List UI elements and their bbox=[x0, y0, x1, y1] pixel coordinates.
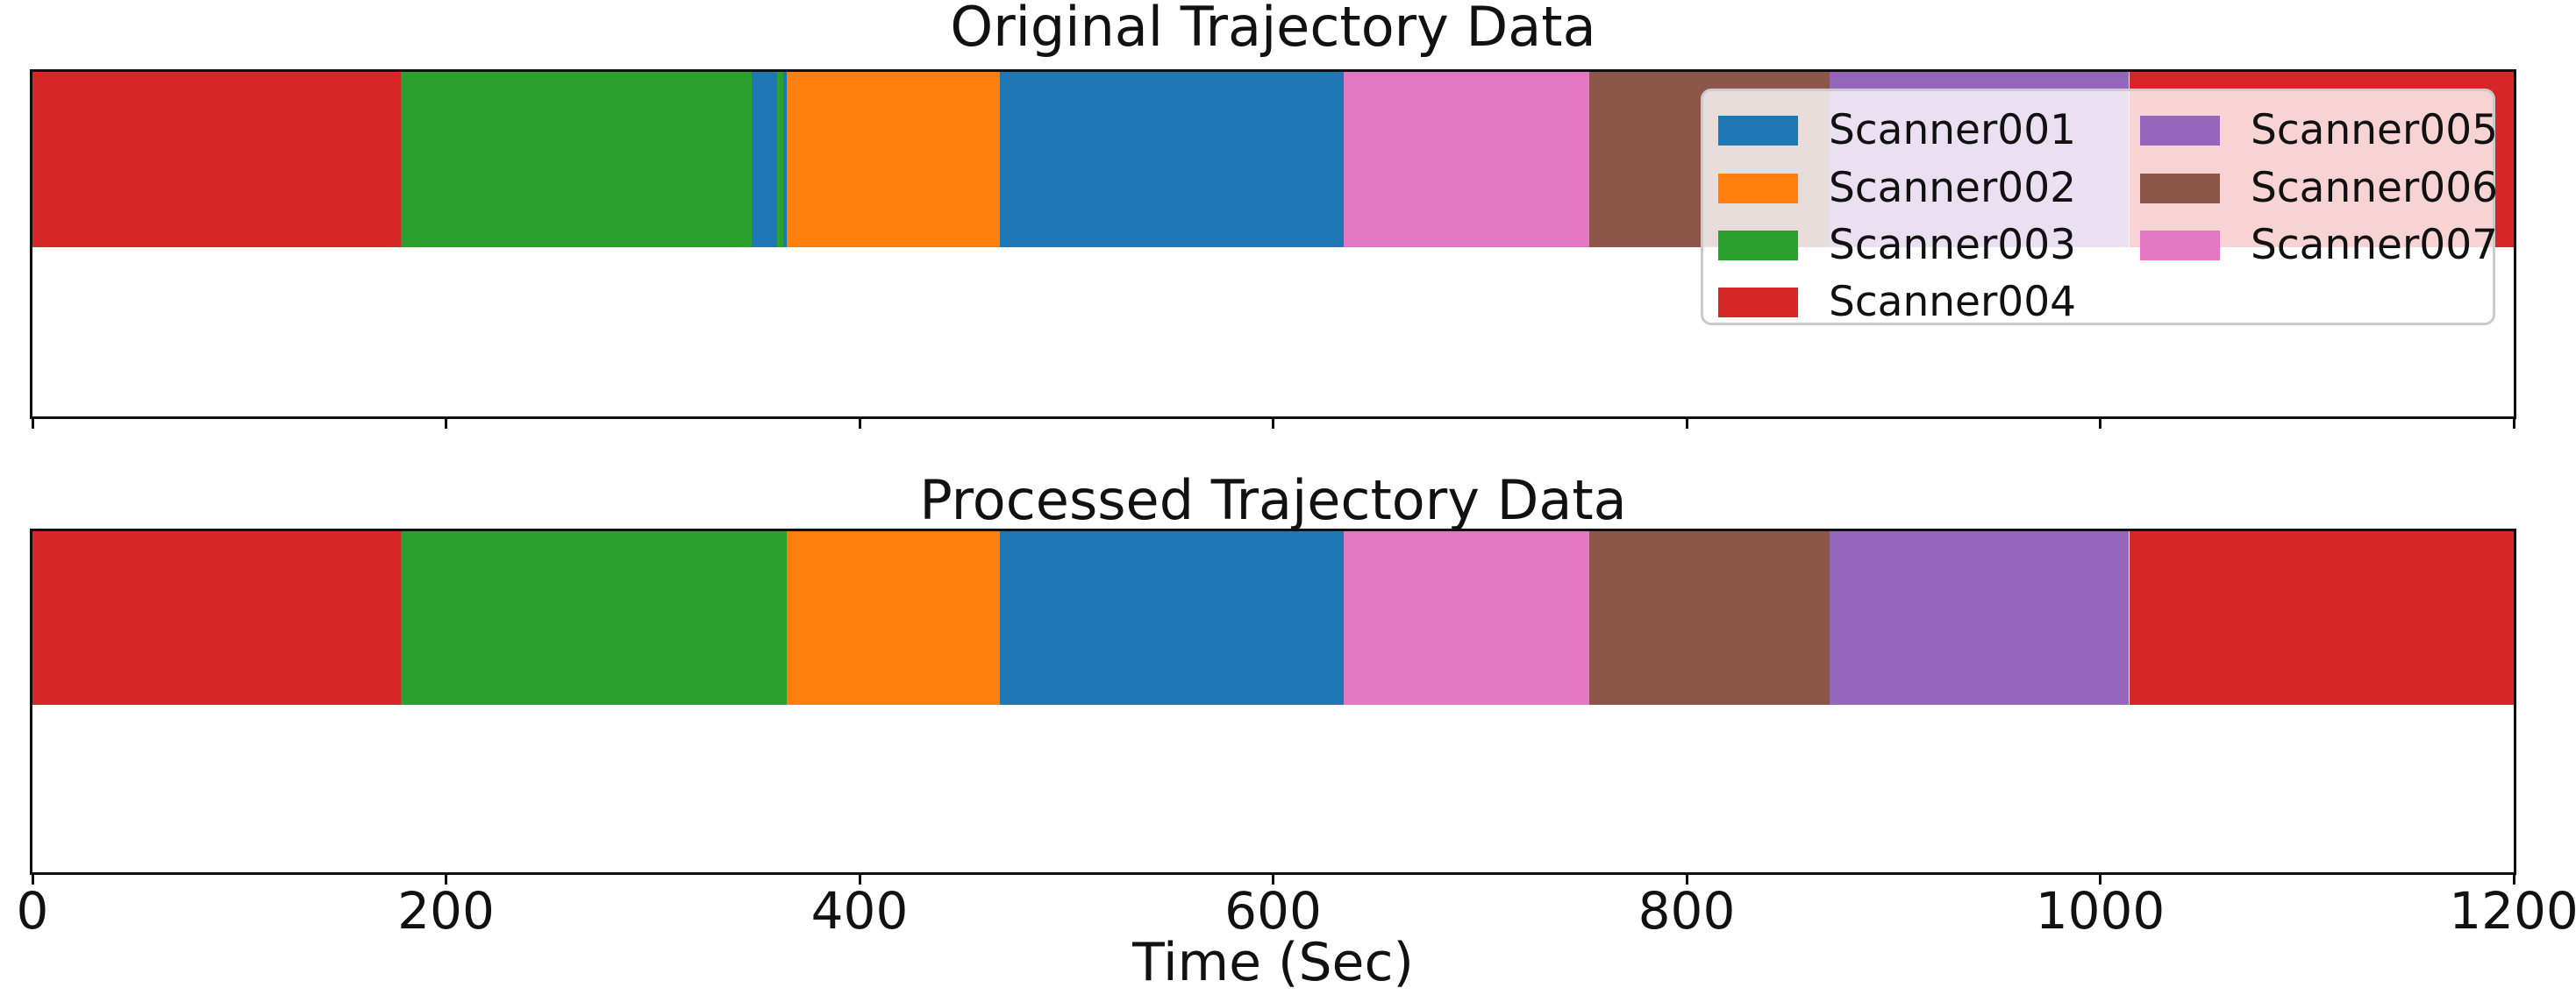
legend-item-scanner003: Scanner003 bbox=[1718, 224, 2076, 266]
legend-item-scanner004: Scanner004 bbox=[1718, 281, 2076, 323]
processed-chart-title: Processed Trajectory Data bbox=[919, 468, 1627, 532]
x-axis-tick bbox=[31, 419, 34, 429]
legend-label: Scanner004 bbox=[1829, 278, 2076, 326]
processed-chart-bar bbox=[32, 531, 2514, 705]
legend-swatch-scanner005 bbox=[2140, 115, 2220, 146]
legend-item-scanner006: Scanner006 bbox=[2140, 167, 2498, 209]
x-axis-tick bbox=[445, 875, 447, 885]
segment-scanner004 bbox=[32, 72, 401, 247]
original-chart-title: Original Trajectory Data bbox=[950, 0, 1596, 59]
x-axis-tick-label: 600 bbox=[1224, 881, 1322, 941]
legend-label: Scanner006 bbox=[2251, 164, 2498, 212]
x-axis-tick-label: 1200 bbox=[2449, 881, 2576, 941]
x-axis-tick bbox=[1685, 419, 1688, 429]
x-axis-tick bbox=[1272, 875, 1274, 885]
segment-scanner003 bbox=[400, 531, 788, 705]
segment-scanner002 bbox=[787, 72, 1001, 247]
legend-swatch-scanner006 bbox=[2140, 173, 2220, 203]
segment-scanner004 bbox=[2129, 531, 2514, 705]
x-axis-tick-label: 800 bbox=[1638, 881, 1736, 941]
segment-scanner007 bbox=[1343, 72, 1590, 247]
x-axis-tick bbox=[2512, 419, 2515, 429]
x-axis-tick bbox=[858, 875, 861, 885]
segment-scanner002 bbox=[787, 531, 1001, 705]
segment-scanner001 bbox=[1000, 531, 1344, 705]
x-axis-tick bbox=[858, 419, 861, 429]
legend-label: Scanner007 bbox=[2251, 221, 2498, 269]
legend-swatch-scanner002 bbox=[1718, 173, 1798, 203]
segment-scanner001 bbox=[782, 72, 788, 247]
x-axis-tick bbox=[2099, 419, 2101, 429]
x-axis-tick bbox=[1685, 875, 1688, 885]
legend-swatch-scanner001 bbox=[1718, 115, 1798, 146]
legend-label: Scanner001 bbox=[1829, 106, 2076, 154]
segment-scanner001 bbox=[1000, 72, 1344, 247]
segment-scanner007 bbox=[1343, 531, 1590, 705]
segment-scanner005 bbox=[1829, 531, 2130, 705]
legend: Scanner001 Scanner002 Scanner003 Scanner004… bbox=[1701, 89, 2498, 325]
x-axis-label: Time (Sec) bbox=[1132, 932, 1414, 993]
legend-label: Scanner005 bbox=[2251, 106, 2498, 154]
x-axis-tick bbox=[31, 875, 34, 885]
x-axis-tick-label: 200 bbox=[397, 881, 495, 941]
x-axis-tick-label: 0 bbox=[16, 881, 49, 941]
x-axis-tick bbox=[1272, 419, 1274, 429]
legend-item-scanner007: Scanner007 bbox=[2140, 224, 2498, 266]
legend-label: Scanner003 bbox=[1829, 221, 2076, 269]
x-axis-tick-label: 1000 bbox=[2035, 881, 2166, 941]
segment-scanner003 bbox=[400, 72, 753, 247]
legend-item-scanner005: Scanner005 bbox=[2140, 110, 2498, 151]
legend-swatch-scanner003 bbox=[1718, 230, 1798, 260]
x-axis-tick bbox=[2099, 875, 2101, 885]
x-axis-tick bbox=[445, 419, 447, 429]
segment-scanner006 bbox=[1589, 531, 1830, 705]
segment-scanner003 bbox=[776, 72, 783, 247]
legend-label: Scanner002 bbox=[1829, 164, 2076, 212]
legend-item-scanner002: Scanner002 bbox=[1718, 167, 2076, 209]
x-axis-tick bbox=[2512, 875, 2515, 885]
processed-chart-plot bbox=[30, 529, 2516, 875]
segment-scanner004 bbox=[32, 531, 401, 705]
legend-swatch-scanner004 bbox=[1718, 287, 1798, 317]
segment-scanner001 bbox=[752, 72, 777, 247]
x-axis-tick-label: 400 bbox=[810, 881, 909, 941]
legend-item-scanner001: Scanner001 bbox=[1718, 110, 2076, 151]
legend-swatch-scanner007 bbox=[2140, 230, 2220, 260]
